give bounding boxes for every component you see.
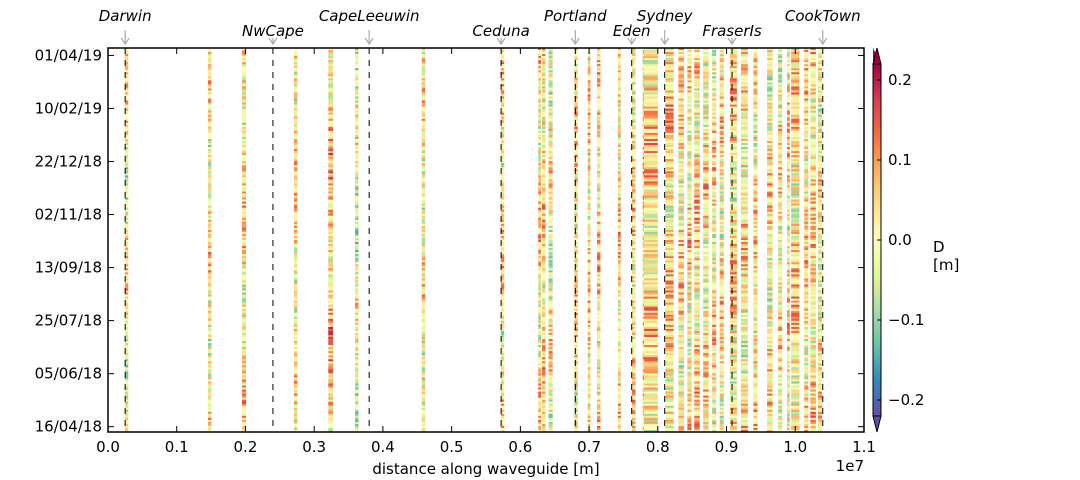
x-tick-label: 0.5 xyxy=(440,438,464,456)
x-tick-label: 0.9 xyxy=(715,438,739,456)
heatmap-column xyxy=(791,48,800,433)
station-label: Eden xyxy=(613,22,651,40)
x-tick-label: 0.0 xyxy=(96,438,120,456)
colorbar-tick-label: 0.0 xyxy=(888,231,912,249)
station-label: NwCape xyxy=(242,22,304,40)
y-tick-label: 02/11/18 xyxy=(35,206,102,224)
station-arrow-head xyxy=(496,37,506,46)
heatmap-column xyxy=(740,48,748,433)
heatmap-column xyxy=(665,48,674,433)
heatmap-column xyxy=(124,48,129,433)
colorbar-ticks: 0.2 0.1 0.0 −0.1 −0.2 xyxy=(877,71,924,409)
x-axis-ticks: 0.0 0.1 0.2 0.3 0.4 0.5 0.6 0.7 0.8 0.9 1.0 1.1 xyxy=(96,48,876,456)
heatmap-column xyxy=(767,48,773,433)
station-arrow-head xyxy=(364,37,374,46)
colorbar-label-line2: [m] xyxy=(933,256,959,274)
y-tick-label: 10/02/19 xyxy=(35,99,102,117)
y-tick-label: 25/07/18 xyxy=(35,312,102,330)
heatmap-column xyxy=(542,48,546,433)
heatmap-column xyxy=(574,48,578,433)
station-arrow-head xyxy=(660,37,670,46)
heatmap-column xyxy=(787,48,790,433)
x-tick-label: 0.3 xyxy=(302,438,326,456)
heatmap-column xyxy=(712,48,717,433)
x-tick-label: 0.2 xyxy=(234,438,258,456)
heatmap-column xyxy=(293,48,298,433)
station-marker-lines xyxy=(124,48,824,432)
x-axis-title: distance along waveguide [m] xyxy=(372,460,599,478)
x-tick-label: 1.0 xyxy=(783,438,807,456)
heatmap-column xyxy=(778,48,783,433)
x-offset-text: 1e7 xyxy=(836,457,864,475)
heatmap-column xyxy=(703,48,709,433)
heatmap-column xyxy=(208,48,212,433)
station-label: Ceduna xyxy=(472,22,529,40)
heatmap-column xyxy=(421,48,426,433)
x-tick-label: 0.7 xyxy=(577,438,601,456)
y-tick-label: 13/09/18 xyxy=(35,259,102,277)
heatmap-column xyxy=(817,48,823,433)
colorbar-tick-label: −0.2 xyxy=(888,391,924,409)
heatmap-column xyxy=(587,48,591,433)
heatmap-column xyxy=(810,48,816,433)
heatmap-column xyxy=(687,48,692,433)
station-arrow-head xyxy=(268,37,278,46)
x-tick-label: 1.1 xyxy=(852,438,876,456)
y-tick-label: 22/12/18 xyxy=(35,153,102,171)
plot-frame xyxy=(107,47,865,433)
heatmap-column xyxy=(753,48,758,433)
station-arrow-head xyxy=(120,37,130,46)
colorbar-tick-label: −0.1 xyxy=(888,311,924,329)
heatmap-column xyxy=(538,48,541,433)
station-labels: Darwin NwCape CapeLeeuwin Ceduna Portland Ede… xyxy=(99,7,861,46)
station-label: Portland xyxy=(544,7,607,25)
heatmap-column xyxy=(729,48,737,433)
x-tick-label: 0.6 xyxy=(508,438,532,456)
heatmap-column xyxy=(804,48,809,433)
station-label: CookTown xyxy=(785,7,861,25)
heatmap-column xyxy=(548,48,553,433)
colorbar: 0.2 0.1 0.0 −0.1 −0.2 D [m] xyxy=(872,47,959,433)
heatmap-column xyxy=(328,48,334,433)
y-tick-label: 16/04/18 xyxy=(35,418,102,436)
heatmap-columns xyxy=(124,48,823,433)
station-arrow-head xyxy=(627,37,637,46)
heatmap-column xyxy=(678,48,684,433)
y-tick-label: 05/06/18 xyxy=(35,365,102,383)
x-tick-label: 0.4 xyxy=(371,438,395,456)
station-label: FraserIs xyxy=(702,22,762,40)
heatmap-column xyxy=(617,48,621,433)
station-label: Darwin xyxy=(99,7,152,25)
colorbar-label-line1: D xyxy=(933,238,945,256)
x-tick-label: 0.1 xyxy=(165,438,189,456)
heatmap-column xyxy=(632,48,636,433)
colorbar-tick-label: 0.1 xyxy=(888,151,912,169)
y-tick-label: 01/04/19 xyxy=(35,46,102,64)
heatmap-column xyxy=(242,48,247,433)
heatmap-column xyxy=(694,48,700,433)
station-label: Sydney xyxy=(637,7,694,25)
heatmap-column xyxy=(500,48,505,433)
station-arrow-head xyxy=(818,37,828,46)
heatmap-column xyxy=(719,48,724,433)
station-arrow-head xyxy=(570,37,580,46)
station-label: CapeLeeuwin xyxy=(319,7,420,25)
x-tick-label: 0.8 xyxy=(646,438,670,456)
heatmap-column xyxy=(596,48,601,433)
y-axis-ticks: 01/04/19 10/02/19 22/12/18 02/11/18 13/09/18… xyxy=(35,46,864,436)
plot-background xyxy=(108,48,864,432)
station-arrow-head xyxy=(727,37,737,46)
heatmap-column xyxy=(644,48,658,433)
heatmap-column xyxy=(355,48,359,433)
colorbar-tick-label: 0.2 xyxy=(888,71,912,89)
colorbar-bottom-arrow xyxy=(872,415,882,433)
